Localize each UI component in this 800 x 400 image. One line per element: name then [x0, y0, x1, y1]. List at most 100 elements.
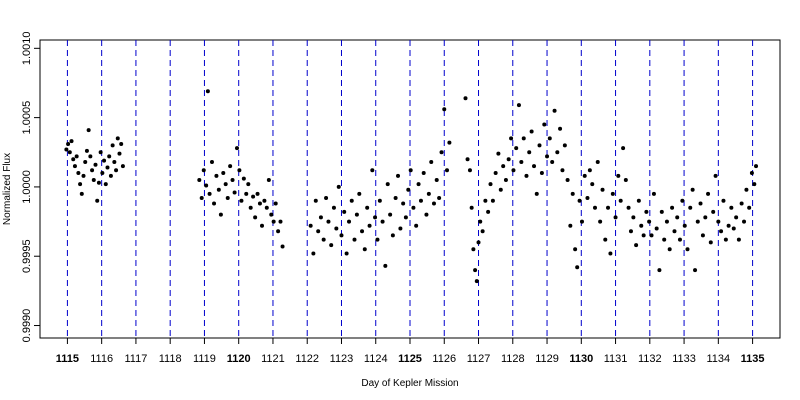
data-point — [616, 173, 621, 178]
data-point — [197, 177, 202, 182]
data-point — [273, 201, 278, 206]
data-point — [370, 168, 375, 173]
data-point — [623, 177, 628, 182]
data-point — [401, 201, 406, 206]
data-point — [79, 191, 84, 196]
data-point — [613, 215, 618, 220]
data-point — [234, 146, 239, 151]
data-point — [201, 168, 206, 173]
data-point — [516, 103, 521, 108]
data-point — [519, 159, 524, 164]
data-point — [529, 129, 534, 134]
data-point — [506, 157, 511, 162]
data-point — [598, 219, 603, 224]
y-tick-label: 1.0010 — [21, 31, 33, 65]
data-point — [241, 176, 246, 181]
data-point — [474, 279, 479, 284]
data-point — [362, 247, 367, 252]
x-tick-label: 1124 — [364, 353, 388, 365]
x-tick-label: 1121 — [261, 353, 285, 365]
data-point — [445, 168, 449, 173]
x-axis-label: Day of Kepler Mission — [361, 378, 458, 389]
data-point — [84, 148, 89, 153]
data-point — [90, 168, 95, 173]
data-point — [248, 205, 253, 210]
x-tick-label: 1125 — [398, 353, 422, 365]
data-point — [108, 173, 113, 178]
data-point — [550, 159, 555, 164]
x-tick-label: 1116 — [90, 353, 113, 365]
data-point — [649, 233, 654, 238]
data-point — [600, 187, 605, 192]
data-point — [706, 191, 711, 196]
data-point — [754, 164, 759, 169]
data-point — [251, 194, 256, 199]
data-point — [262, 198, 267, 203]
data-point — [736, 237, 741, 242]
data-point — [246, 182, 251, 187]
data-point — [595, 159, 600, 164]
data-point — [682, 223, 687, 228]
data-point — [218, 212, 223, 217]
data-point — [225, 196, 230, 201]
data-point — [631, 215, 636, 220]
data-point — [64, 147, 69, 152]
data-point — [264, 205, 269, 210]
data-point — [503, 177, 508, 182]
data-point — [570, 191, 575, 196]
y-tick-label: 1.0005 — [21, 101, 33, 135]
x-tick-label: 1127 — [467, 353, 491, 365]
data-point — [72, 164, 77, 169]
data-point — [313, 198, 318, 203]
data-point — [416, 182, 421, 187]
data-point — [308, 223, 313, 228]
data-point — [439, 150, 444, 155]
data-point — [478, 219, 483, 224]
data-point — [726, 223, 731, 228]
data-point — [532, 164, 537, 169]
data-point — [223, 182, 228, 187]
data-point — [396, 173, 401, 178]
data-point — [253, 215, 258, 220]
data-point — [590, 182, 595, 187]
data-point — [488, 182, 493, 187]
data-point — [542, 122, 547, 127]
data-point — [651, 191, 656, 196]
data-point — [667, 247, 672, 252]
data-point — [608, 251, 613, 256]
data-point — [434, 177, 439, 182]
data-point — [311, 251, 316, 256]
y-tick-label: 0.9990 — [21, 309, 33, 343]
data-point — [490, 198, 495, 203]
data-point — [695, 219, 700, 224]
y-tick-label: 0.9995 — [21, 239, 33, 273]
data-point — [115, 136, 120, 141]
data-point — [86, 128, 91, 133]
data-point — [237, 168, 242, 173]
data-point — [411, 205, 416, 210]
data-point — [357, 191, 362, 196]
data-point — [493, 171, 498, 176]
data-point — [205, 89, 210, 94]
data-point — [398, 226, 403, 231]
data-point — [719, 229, 724, 234]
data-point — [626, 205, 631, 210]
data-point — [365, 205, 370, 210]
data-point — [199, 196, 204, 201]
data-point — [280, 244, 285, 249]
data-point — [471, 247, 476, 252]
data-point — [110, 143, 115, 148]
data-point — [498, 187, 503, 192]
data-point — [688, 205, 693, 210]
data-point — [524, 173, 529, 178]
data-point — [112, 159, 117, 164]
data-point — [558, 126, 563, 131]
data-point — [66, 141, 71, 146]
data-point — [414, 223, 419, 228]
x-tick-label: 1123 — [330, 353, 354, 365]
data-point — [700, 233, 705, 238]
data-point — [216, 187, 221, 192]
data-point — [204, 183, 209, 188]
data-point — [377, 198, 382, 203]
data-point — [749, 171, 754, 176]
